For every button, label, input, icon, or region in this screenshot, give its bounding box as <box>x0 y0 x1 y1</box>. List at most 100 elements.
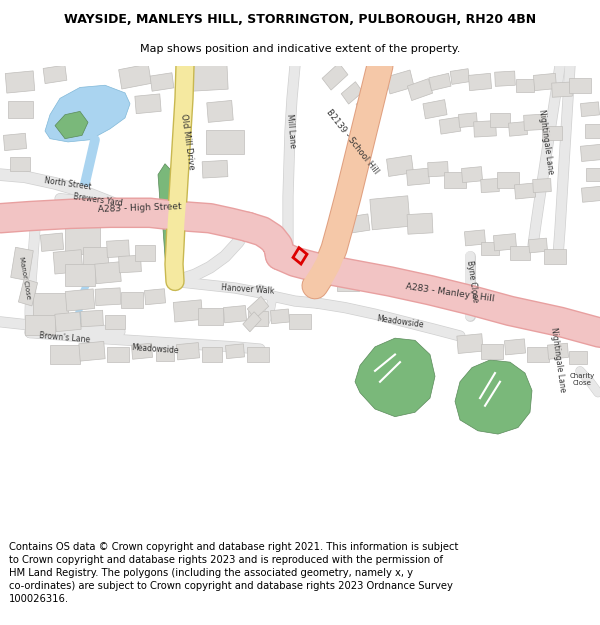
Bar <box>337 276 359 291</box>
Bar <box>509 121 527 136</box>
Bar <box>223 306 247 323</box>
Bar <box>50 345 80 364</box>
Bar <box>450 69 470 84</box>
Bar <box>490 113 510 128</box>
Bar <box>192 62 228 91</box>
Bar <box>226 344 244 359</box>
Bar <box>79 341 105 361</box>
Bar <box>428 161 448 177</box>
Bar <box>386 70 414 94</box>
Bar <box>25 315 55 335</box>
Text: Meadowside: Meadowside <box>376 314 424 329</box>
Polygon shape <box>45 85 130 142</box>
Bar <box>107 347 129 362</box>
Bar <box>406 168 430 186</box>
Bar <box>524 114 547 131</box>
Text: Charity
Close: Charity Close <box>569 373 595 386</box>
Bar <box>53 249 83 274</box>
Text: Brown's Lane: Brown's Lane <box>39 331 91 345</box>
Bar <box>461 167 482 182</box>
Bar <box>243 312 261 332</box>
Bar <box>32 294 67 318</box>
Bar <box>4 133 26 151</box>
Text: Manor Close: Manor Close <box>19 256 32 300</box>
Bar <box>95 288 121 306</box>
Bar <box>346 214 370 234</box>
Text: Meadowside: Meadowside <box>131 343 179 355</box>
Text: Hanover Walk: Hanover Walk <box>221 282 275 296</box>
Bar <box>481 344 503 359</box>
Bar <box>176 342 200 360</box>
Bar <box>289 256 311 272</box>
Bar <box>373 279 391 292</box>
Bar <box>585 124 600 138</box>
Bar <box>135 246 155 261</box>
Bar <box>322 63 348 90</box>
Bar <box>355 269 376 285</box>
Bar <box>289 314 311 329</box>
Text: A283 - Manley's Hill: A283 - Manley's Hill <box>405 282 495 303</box>
Text: Contains OS data © Crown copyright and database right 2021. This information is : Contains OS data © Crown copyright and d… <box>9 542 458 604</box>
Polygon shape <box>55 111 88 139</box>
Bar <box>107 240 130 258</box>
Bar <box>533 179 551 192</box>
Bar <box>95 262 121 284</box>
Bar <box>586 168 600 181</box>
Bar <box>202 160 228 178</box>
Bar <box>580 144 600 161</box>
Bar <box>135 94 161 114</box>
Bar <box>533 73 557 91</box>
Bar <box>581 102 599 117</box>
Bar <box>19 279 38 306</box>
Bar <box>581 186 600 202</box>
Bar <box>173 300 203 322</box>
Bar <box>407 79 433 101</box>
Bar <box>473 121 496 137</box>
Bar <box>542 126 562 140</box>
Text: Mill Lane: Mill Lane <box>285 114 297 149</box>
Bar <box>150 72 174 91</box>
Bar <box>197 308 223 325</box>
Bar <box>323 266 341 280</box>
Bar <box>7 101 32 118</box>
Bar <box>510 246 530 260</box>
Bar <box>469 73 491 91</box>
Text: B2139 - School Hill: B2139 - School Hill <box>324 108 380 176</box>
Text: Nightingale Lane: Nightingale Lane <box>549 327 567 393</box>
Bar <box>145 289 166 305</box>
Bar <box>386 156 413 176</box>
Bar <box>497 173 519 188</box>
Bar <box>11 248 33 281</box>
Bar <box>569 351 587 364</box>
Bar <box>247 347 269 362</box>
Text: Brewers Yard: Brewers Yard <box>73 192 123 208</box>
Polygon shape <box>355 338 435 417</box>
Bar <box>505 339 526 355</box>
Text: A283 - High Street: A283 - High Street <box>98 202 182 214</box>
Bar <box>131 343 152 359</box>
Text: North Street: North Street <box>44 176 92 191</box>
Bar <box>65 264 95 286</box>
Bar <box>65 289 95 311</box>
Text: Byne Close: Byne Close <box>464 260 479 303</box>
Bar <box>547 343 569 359</box>
Bar <box>544 249 566 264</box>
Bar <box>516 79 534 92</box>
Bar <box>341 82 363 104</box>
Bar <box>429 73 451 91</box>
Bar <box>481 242 499 255</box>
Polygon shape <box>455 360 532 434</box>
Bar <box>248 311 268 326</box>
Bar <box>80 310 103 327</box>
Bar <box>458 112 478 128</box>
Bar <box>202 348 222 362</box>
Bar <box>105 315 125 329</box>
Bar <box>156 348 174 361</box>
Polygon shape <box>158 164 183 281</box>
Bar <box>10 157 30 171</box>
Bar <box>569 78 591 93</box>
Bar <box>529 238 547 253</box>
Bar <box>271 309 289 324</box>
Text: Map shows position and indicative extent of the property.: Map shows position and indicative extent… <box>140 44 460 54</box>
Bar <box>247 296 269 319</box>
